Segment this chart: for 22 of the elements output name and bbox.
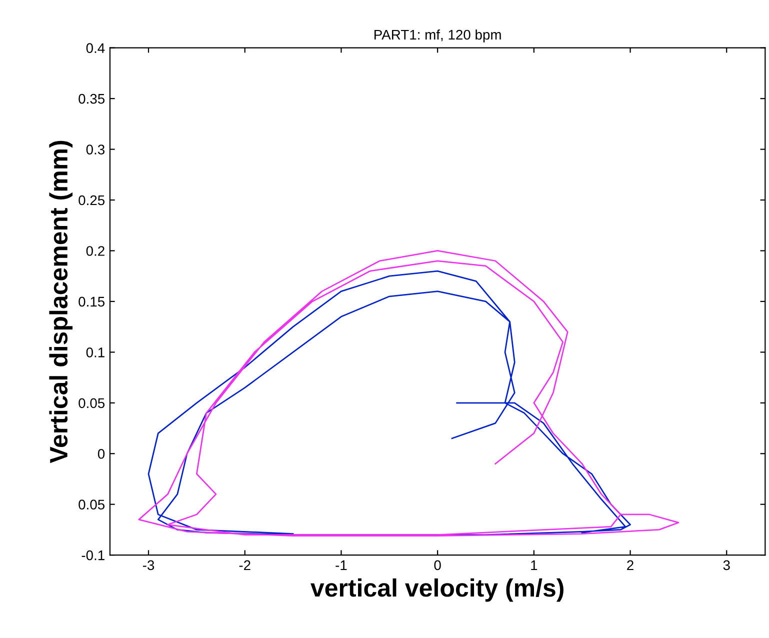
y-tick-label: 0.1: [86, 348, 104, 358]
x-tick-label: 2: [627, 560, 634, 570]
y-tick-label: 0.05: [78, 500, 105, 510]
x-tick-label: -1: [336, 560, 347, 570]
y-tick-label: 0.15: [78, 296, 105, 307]
x-axis-title: vertical velocity (m/s): [310, 578, 564, 602]
y-tick-label: 0.3: [86, 144, 104, 154]
y-tick-label: 0.35: [78, 94, 105, 104]
x-tick-label: 1: [531, 560, 538, 570]
y-tick-label: 0.25: [78, 195, 105, 206]
y-tick-label: 0.05: [78, 398, 105, 408]
x-tick-label: 0: [434, 560, 441, 570]
x-tick-label: -2: [239, 560, 250, 570]
y-tick-label: 0.4: [86, 43, 105, 54]
chart-title: PART1: mf, 120 bpm: [374, 29, 501, 42]
x-tick-label: -3: [142, 560, 154, 570]
y-axis-title: Vertical displacement (mm): [49, 140, 73, 464]
x-tick-label: 3: [723, 560, 730, 570]
y-tick-label: -0.1: [82, 550, 104, 560]
line-series: [138, 250, 680, 536]
y-tick-label: 0.2: [86, 246, 104, 256]
y-tick-label: 0: [98, 448, 105, 459]
